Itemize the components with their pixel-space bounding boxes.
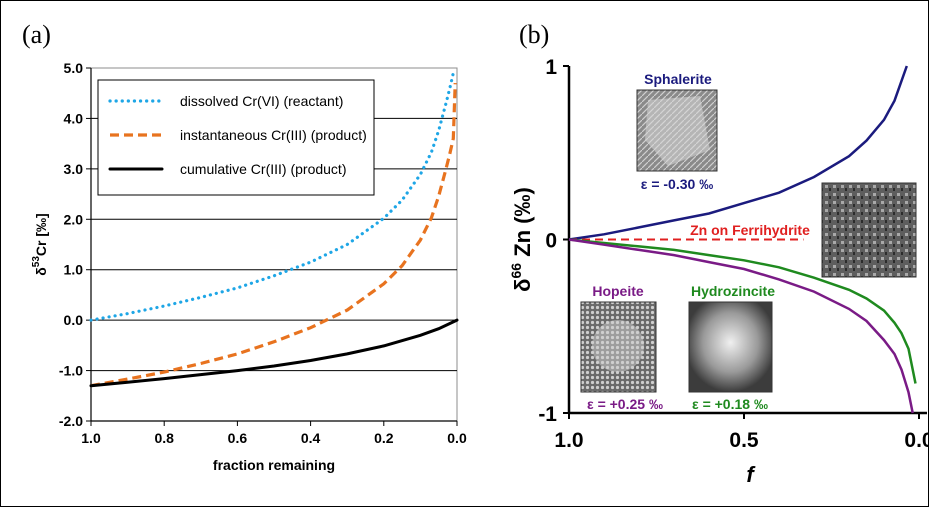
x-tick-label-a: 0.2 — [374, 430, 394, 446]
x-axis-title-b: f — [746, 462, 756, 487]
legend-label-a-3: cumulative Cr(III) (product) — [180, 161, 346, 177]
series-line-a-1 — [89, 71, 455, 322]
x-axis-title-a: fraction remaining — [213, 457, 335, 473]
y-tick-label-b: 1 — [545, 56, 557, 79]
y-tick-label-a: 1.0 — [64, 262, 84, 278]
hydrozincite-image — [688, 301, 773, 393]
x-tick-label-a: 0.0 — [447, 430, 467, 446]
hopeite-label: Hopeite — [592, 283, 644, 299]
panel-b-label: (b) — [519, 20, 549, 49]
panel-b: (b) 1 0 -1 1.0 0.5 0.0 f δ66 Zn (‰) Sphalerite ε =… — [508, 20, 929, 487]
x-tick-label-a: 0.6 — [228, 430, 248, 446]
legend-label-a-2: instantaneous Cr(III) (product) — [180, 127, 367, 143]
x-tick-label-a: 1.0 — [81, 430, 101, 446]
ferrihydrite-label: Zn on Ferrihydrite — [690, 222, 810, 238]
y-axis-title-a: δ53Cr [‰] — [31, 213, 49, 275]
y-tick-label-a: -1.0 — [59, 363, 83, 379]
series-line-a-3 — [89, 318, 459, 388]
y-tick-label-b: 0 — [545, 230, 557, 253]
y-axis-title-b-sup: 66 — [508, 263, 524, 279]
hopeite-epsilon: ε = +0.25 ‰ — [587, 396, 663, 412]
x-tick-label-b: 0.0 — [904, 429, 929, 452]
y-tick-label-b: -1 — [538, 403, 557, 426]
series-line-b-3 — [568, 238, 917, 384]
hopeite-crystal — [592, 320, 644, 372]
y-tick-label-a: -2.0 — [59, 413, 83, 429]
series-line-a-2 — [90, 83, 457, 388]
y-tick-label-a: 2.0 — [64, 211, 84, 227]
y-tick-label-a: 3.0 — [64, 161, 84, 177]
panel-a-label: (a) — [22, 20, 51, 49]
legend-a: dissolved Cr(VI) (reactant) instantaneous… — [97, 79, 375, 196]
y-axis-title-b: δ66 Zn (‰) — [508, 187, 535, 292]
x-tick-label-b: 1.0 — [554, 429, 583, 452]
sphalerite-crystal — [645, 96, 710, 166]
panel-a: (a)5.04.03.02.01.00.0-1.0-2.01.0 0.8 0.6 0.… — [22, 20, 467, 473]
x-tick-label-a: 0.8 — [154, 430, 174, 446]
x-tick-label-a: 0.4 — [301, 430, 321, 446]
x-tick-label-b: 0.5 — [729, 429, 759, 452]
y-tick-label-a: 5.0 — [64, 60, 84, 76]
y-axis-title-b-rest: Zn (‰) — [510, 187, 535, 263]
series-line-b-1 — [568, 65, 908, 241]
sphalerite-label: Sphalerite — [644, 71, 712, 87]
sphalerite-epsilon: ε = -0.30 ‰ — [641, 176, 713, 192]
hydrozincite-label: Hydrozincite — [691, 283, 775, 299]
legend-label-a-1: dissolved Cr(VI) (reactant) — [180, 93, 343, 109]
y-axis-title-a-delta: δ — [33, 267, 49, 276]
legend-box-a — [97, 79, 375, 196]
y-axis-title-a-rest: Cr [‰] — [33, 213, 49, 256]
y-axis-title-b-delta: δ — [510, 279, 535, 292]
ferrihydrite-image — [821, 182, 917, 278]
y-tick-label-a: 4.0 — [64, 110, 84, 126]
series-line-b-4 — [568, 238, 914, 414]
hydrozincite-epsilon: ε = +0.18 ‰ — [692, 396, 768, 412]
y-tick-label-a: 0.0 — [64, 312, 84, 328]
y-axis-title-a-sup: 53 — [31, 256, 42, 268]
